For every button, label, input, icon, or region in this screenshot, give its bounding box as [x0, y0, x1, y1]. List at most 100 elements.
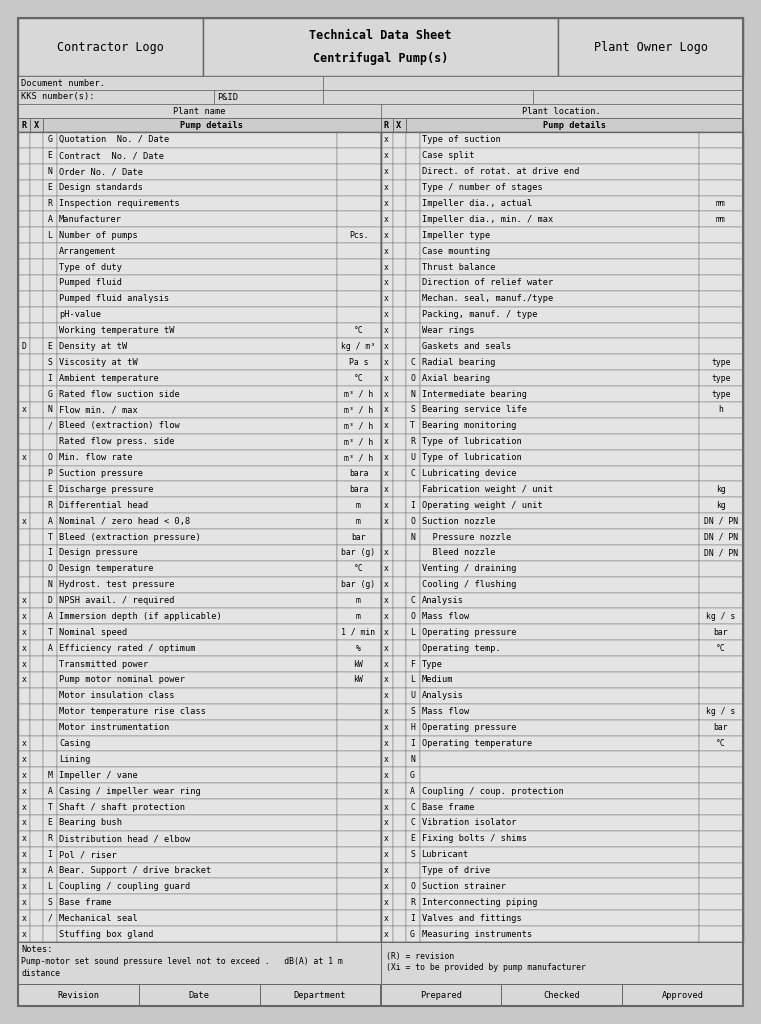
Text: N: N: [410, 389, 415, 398]
Bar: [699, 211, 743, 227]
Bar: [699, 434, 743, 450]
Bar: [43, 593, 57, 608]
Text: x: x: [384, 850, 389, 859]
Bar: [699, 132, 743, 147]
Bar: [336, 402, 380, 418]
Bar: [43, 354, 57, 371]
Bar: [699, 847, 743, 862]
Bar: [406, 720, 419, 735]
Bar: [380, 196, 393, 211]
Bar: [336, 656, 380, 672]
Bar: [380, 104, 743, 118]
Text: Distribution head / elbow: Distribution head / elbow: [59, 835, 190, 844]
Text: Casing / impeller wear ring: Casing / impeller wear ring: [59, 786, 201, 796]
Text: bar: bar: [714, 628, 728, 637]
Text: x: x: [384, 469, 389, 478]
Text: Direct. of rotat. at drive end: Direct. of rotat. at drive end: [422, 167, 579, 176]
Text: x: x: [384, 279, 389, 288]
Bar: [30, 450, 43, 466]
Bar: [30, 656, 43, 672]
Bar: [57, 656, 336, 672]
Bar: [336, 735, 380, 752]
Bar: [393, 926, 406, 942]
Text: Order No. / Date: Order No. / Date: [59, 167, 143, 176]
Text: x: x: [384, 135, 389, 144]
Bar: [380, 354, 393, 371]
Bar: [18, 513, 30, 529]
Bar: [57, 688, 336, 703]
Text: Min. flow rate: Min. flow rate: [59, 453, 132, 462]
Text: Case mounting: Case mounting: [422, 247, 490, 256]
Bar: [393, 371, 406, 386]
Text: x: x: [21, 771, 27, 779]
Bar: [30, 243, 43, 259]
Text: U: U: [410, 691, 415, 700]
Bar: [393, 894, 406, 910]
Bar: [43, 830, 57, 847]
Text: Interconnecting piping: Interconnecting piping: [422, 898, 537, 907]
Text: bar: bar: [351, 532, 366, 542]
Bar: [336, 640, 380, 656]
Text: L: L: [47, 882, 53, 891]
Text: Working temperature tW: Working temperature tW: [59, 326, 174, 335]
Bar: [336, 862, 380, 879]
Bar: [30, 910, 43, 926]
Bar: [419, 752, 699, 767]
Text: Bearing monitoring: Bearing monitoring: [422, 421, 516, 430]
Bar: [419, 830, 699, 847]
Text: R: R: [47, 835, 53, 844]
Text: x: x: [21, 913, 27, 923]
Text: N: N: [47, 406, 53, 415]
Bar: [380, 386, 393, 402]
Bar: [380, 894, 393, 910]
Text: x: x: [384, 230, 389, 240]
Text: Motor instrumentation: Motor instrumentation: [59, 723, 169, 732]
Bar: [336, 481, 380, 498]
Text: x: x: [21, 882, 27, 891]
Bar: [30, 227, 43, 243]
Bar: [419, 323, 699, 339]
Bar: [380, 783, 393, 799]
Bar: [419, 164, 699, 179]
Text: x: x: [384, 739, 389, 748]
Bar: [380, 498, 393, 513]
Bar: [30, 513, 43, 529]
Bar: [419, 656, 699, 672]
Bar: [406, 862, 419, 879]
Bar: [30, 815, 43, 830]
Bar: [336, 513, 380, 529]
Text: m: m: [356, 517, 361, 525]
Text: x: x: [384, 215, 389, 224]
Text: N: N: [47, 581, 53, 589]
Text: A: A: [47, 517, 53, 525]
Bar: [18, 830, 30, 847]
Bar: [57, 498, 336, 513]
Bar: [699, 450, 743, 466]
Text: F: F: [410, 659, 415, 669]
Text: type: type: [712, 357, 731, 367]
Bar: [699, 894, 743, 910]
Text: x: x: [21, 628, 27, 637]
Bar: [380, 291, 393, 307]
Bar: [406, 783, 419, 799]
Text: kW: kW: [354, 659, 363, 669]
Text: Pump motor nominal power: Pump motor nominal power: [59, 676, 185, 684]
Text: x: x: [384, 183, 389, 193]
Bar: [419, 466, 699, 481]
Bar: [406, 910, 419, 926]
Text: N: N: [410, 755, 415, 764]
Bar: [43, 752, 57, 767]
Bar: [336, 577, 380, 593]
Bar: [18, 561, 30, 577]
Bar: [30, 434, 43, 450]
Bar: [18, 371, 30, 386]
Bar: [30, 147, 43, 164]
Text: S: S: [47, 357, 53, 367]
Text: Bleed (extraction) flow: Bleed (extraction) flow: [59, 421, 180, 430]
Text: x: x: [384, 294, 389, 303]
Text: A: A: [47, 215, 53, 224]
Bar: [406, 879, 419, 894]
Bar: [699, 577, 743, 593]
Text: Contractor Logo: Contractor Logo: [57, 41, 164, 53]
Text: M: M: [47, 771, 53, 779]
